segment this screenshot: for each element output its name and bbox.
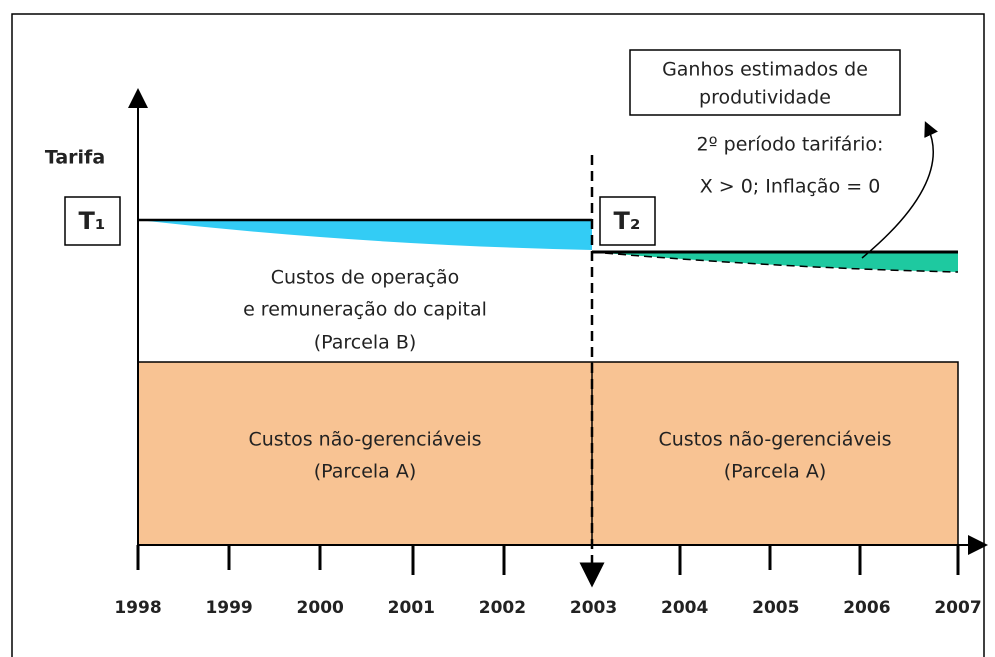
- blue-area: [138, 220, 592, 250]
- period-note: X > 0; Inflação = 0: [700, 176, 881, 198]
- dashed-curve: [591, 251, 959, 273]
- t1-label: T₁: [79, 207, 106, 235]
- gains-box: [629, 49, 901, 116]
- year-label: 2005: [752, 598, 799, 618]
- period-note: 2º período tarifário:: [697, 134, 884, 156]
- year-label: 2004: [661, 598, 708, 618]
- year-label: 2007: [934, 598, 981, 618]
- year-label: 1999: [205, 598, 252, 618]
- year-label: 1998: [114, 598, 161, 618]
- t2-label: T₂: [614, 207, 641, 235]
- gains-arrow: [861, 121, 938, 259]
- gains-text: Ganhos estimados de: [662, 59, 868, 81]
- parcela-b-text: (Parcela B): [314, 332, 417, 354]
- year-label: 2003: [570, 598, 617, 618]
- t1-box: [64, 196, 121, 246]
- year-label: 2006: [843, 598, 890, 618]
- parcela-a-text: Custos não-gerenciáveis: [658, 429, 891, 451]
- parcela-a-box: [137, 361, 959, 546]
- parcela-b-text: Custos de operação: [271, 267, 460, 289]
- t2-box: [599, 196, 656, 246]
- y-axis-label: Tarifa: [45, 147, 105, 169]
- frame: [11, 13, 985, 657]
- x-ticks: [136, 545, 960, 575]
- gains-text: produtividade: [699, 87, 831, 109]
- parcela-a-text: (Parcela A): [724, 461, 827, 483]
- parcela-a-text: Custos não-gerenciáveis: [248, 429, 481, 451]
- year-label: 2001: [388, 598, 435, 618]
- year-label: 2002: [479, 598, 526, 618]
- green-area: [592, 252, 958, 272]
- year-label: 2000: [297, 598, 344, 618]
- parcela-a-text: (Parcela A): [314, 461, 417, 483]
- parcela-b-text: e remuneração do capital: [243, 299, 487, 321]
